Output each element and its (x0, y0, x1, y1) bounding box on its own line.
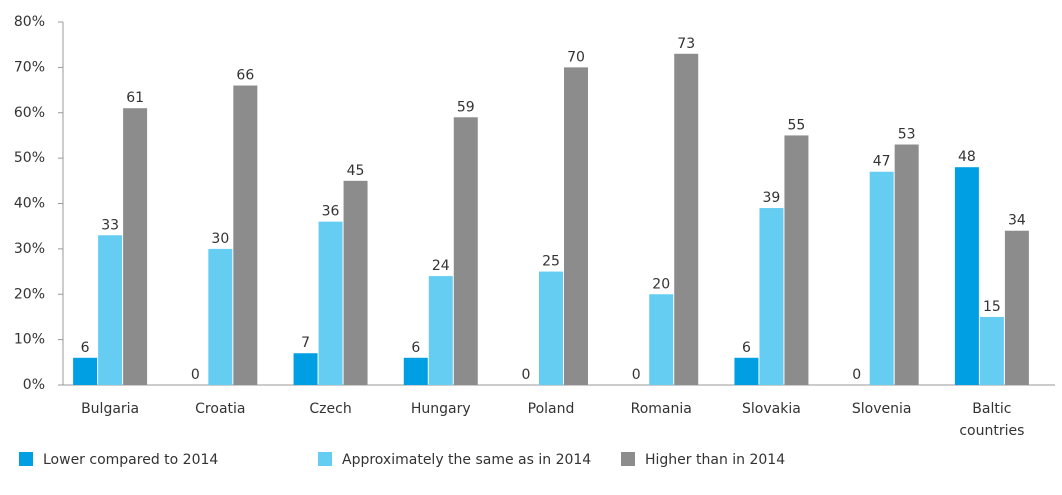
data-label: 59 (457, 99, 475, 115)
y-tick-label: 30% (14, 241, 45, 257)
x-tick-label: Slovenia (852, 401, 912, 417)
y-tick-label: 60% (14, 105, 45, 121)
data-label: 0 (852, 367, 861, 383)
bar (674, 53, 699, 385)
bar (428, 276, 453, 385)
data-label: 55 (788, 117, 806, 133)
bar (979, 316, 1004, 385)
data-label: 48 (958, 149, 976, 165)
data-label: 47 (873, 154, 891, 170)
bar (453, 117, 478, 385)
data-label: 15 (983, 299, 1001, 315)
data-label: 6 (411, 340, 420, 356)
legend-label: Higher than in 2014 (645, 452, 785, 468)
bar (894, 144, 919, 385)
data-label: 34 (1008, 213, 1026, 229)
x-tick-label: Poland (528, 401, 575, 417)
legend-swatch (318, 452, 332, 466)
y-tick-label: 80% (14, 14, 45, 30)
x-tick-label: Croatia (195, 401, 245, 417)
bar (784, 135, 809, 385)
data-label: 0 (191, 367, 200, 383)
x-tick-label: Hungary (411, 401, 471, 417)
bar (1004, 230, 1029, 385)
y-tick-label: 50% (14, 150, 45, 166)
data-label: 0 (522, 367, 531, 383)
legend-label: Approximately the same as in 2014 (342, 452, 591, 468)
bar (343, 180, 368, 385)
bar (98, 235, 123, 385)
y-tick-label: 0% (23, 377, 45, 393)
data-label: 25 (542, 254, 560, 270)
bar (564, 67, 588, 385)
data-label: 30 (211, 231, 229, 247)
y-tick-label: 70% (14, 59, 45, 75)
bar (734, 357, 759, 385)
data-label: 7 (301, 335, 310, 351)
bar (73, 357, 98, 385)
bar (233, 85, 258, 386)
data-label: 39 (763, 190, 781, 206)
y-tick-label: 20% (14, 286, 45, 302)
bar (293, 353, 318, 385)
y-tick-label: 40% (14, 196, 45, 212)
bar (649, 294, 674, 385)
data-label: 0 (632, 367, 641, 383)
bar (759, 208, 784, 385)
x-tick-label: Czech (309, 401, 351, 417)
data-label: 36 (322, 204, 340, 220)
data-label: 53 (898, 127, 916, 143)
legend-swatch (19, 452, 33, 466)
data-label: 6 (81, 340, 90, 356)
data-label: 6 (742, 340, 751, 356)
bar (869, 171, 894, 385)
legend-swatch (621, 452, 635, 466)
x-tick-label: Romania (631, 401, 692, 417)
bar (403, 357, 428, 385)
data-label: 20 (652, 276, 670, 292)
data-label: 33 (101, 217, 119, 233)
x-tick-label: Slovakia (742, 401, 801, 417)
data-label: 73 (677, 36, 695, 52)
legend-label: Lower compared to 2014 (43, 452, 218, 468)
bar (954, 167, 979, 385)
bar (318, 221, 343, 385)
bar (208, 248, 233, 385)
y-tick-label: 10% (14, 332, 45, 348)
data-label: 45 (347, 163, 365, 179)
bar (539, 271, 563, 385)
data-label: 66 (236, 68, 254, 84)
data-label: 70 (567, 49, 585, 65)
x-tick-label: Bulgaria (81, 401, 139, 417)
data-label: 61 (126, 90, 144, 106)
x-tick-label: Baltic countries (959, 401, 1024, 439)
data-label: 24 (432, 258, 450, 274)
bar (123, 108, 148, 386)
